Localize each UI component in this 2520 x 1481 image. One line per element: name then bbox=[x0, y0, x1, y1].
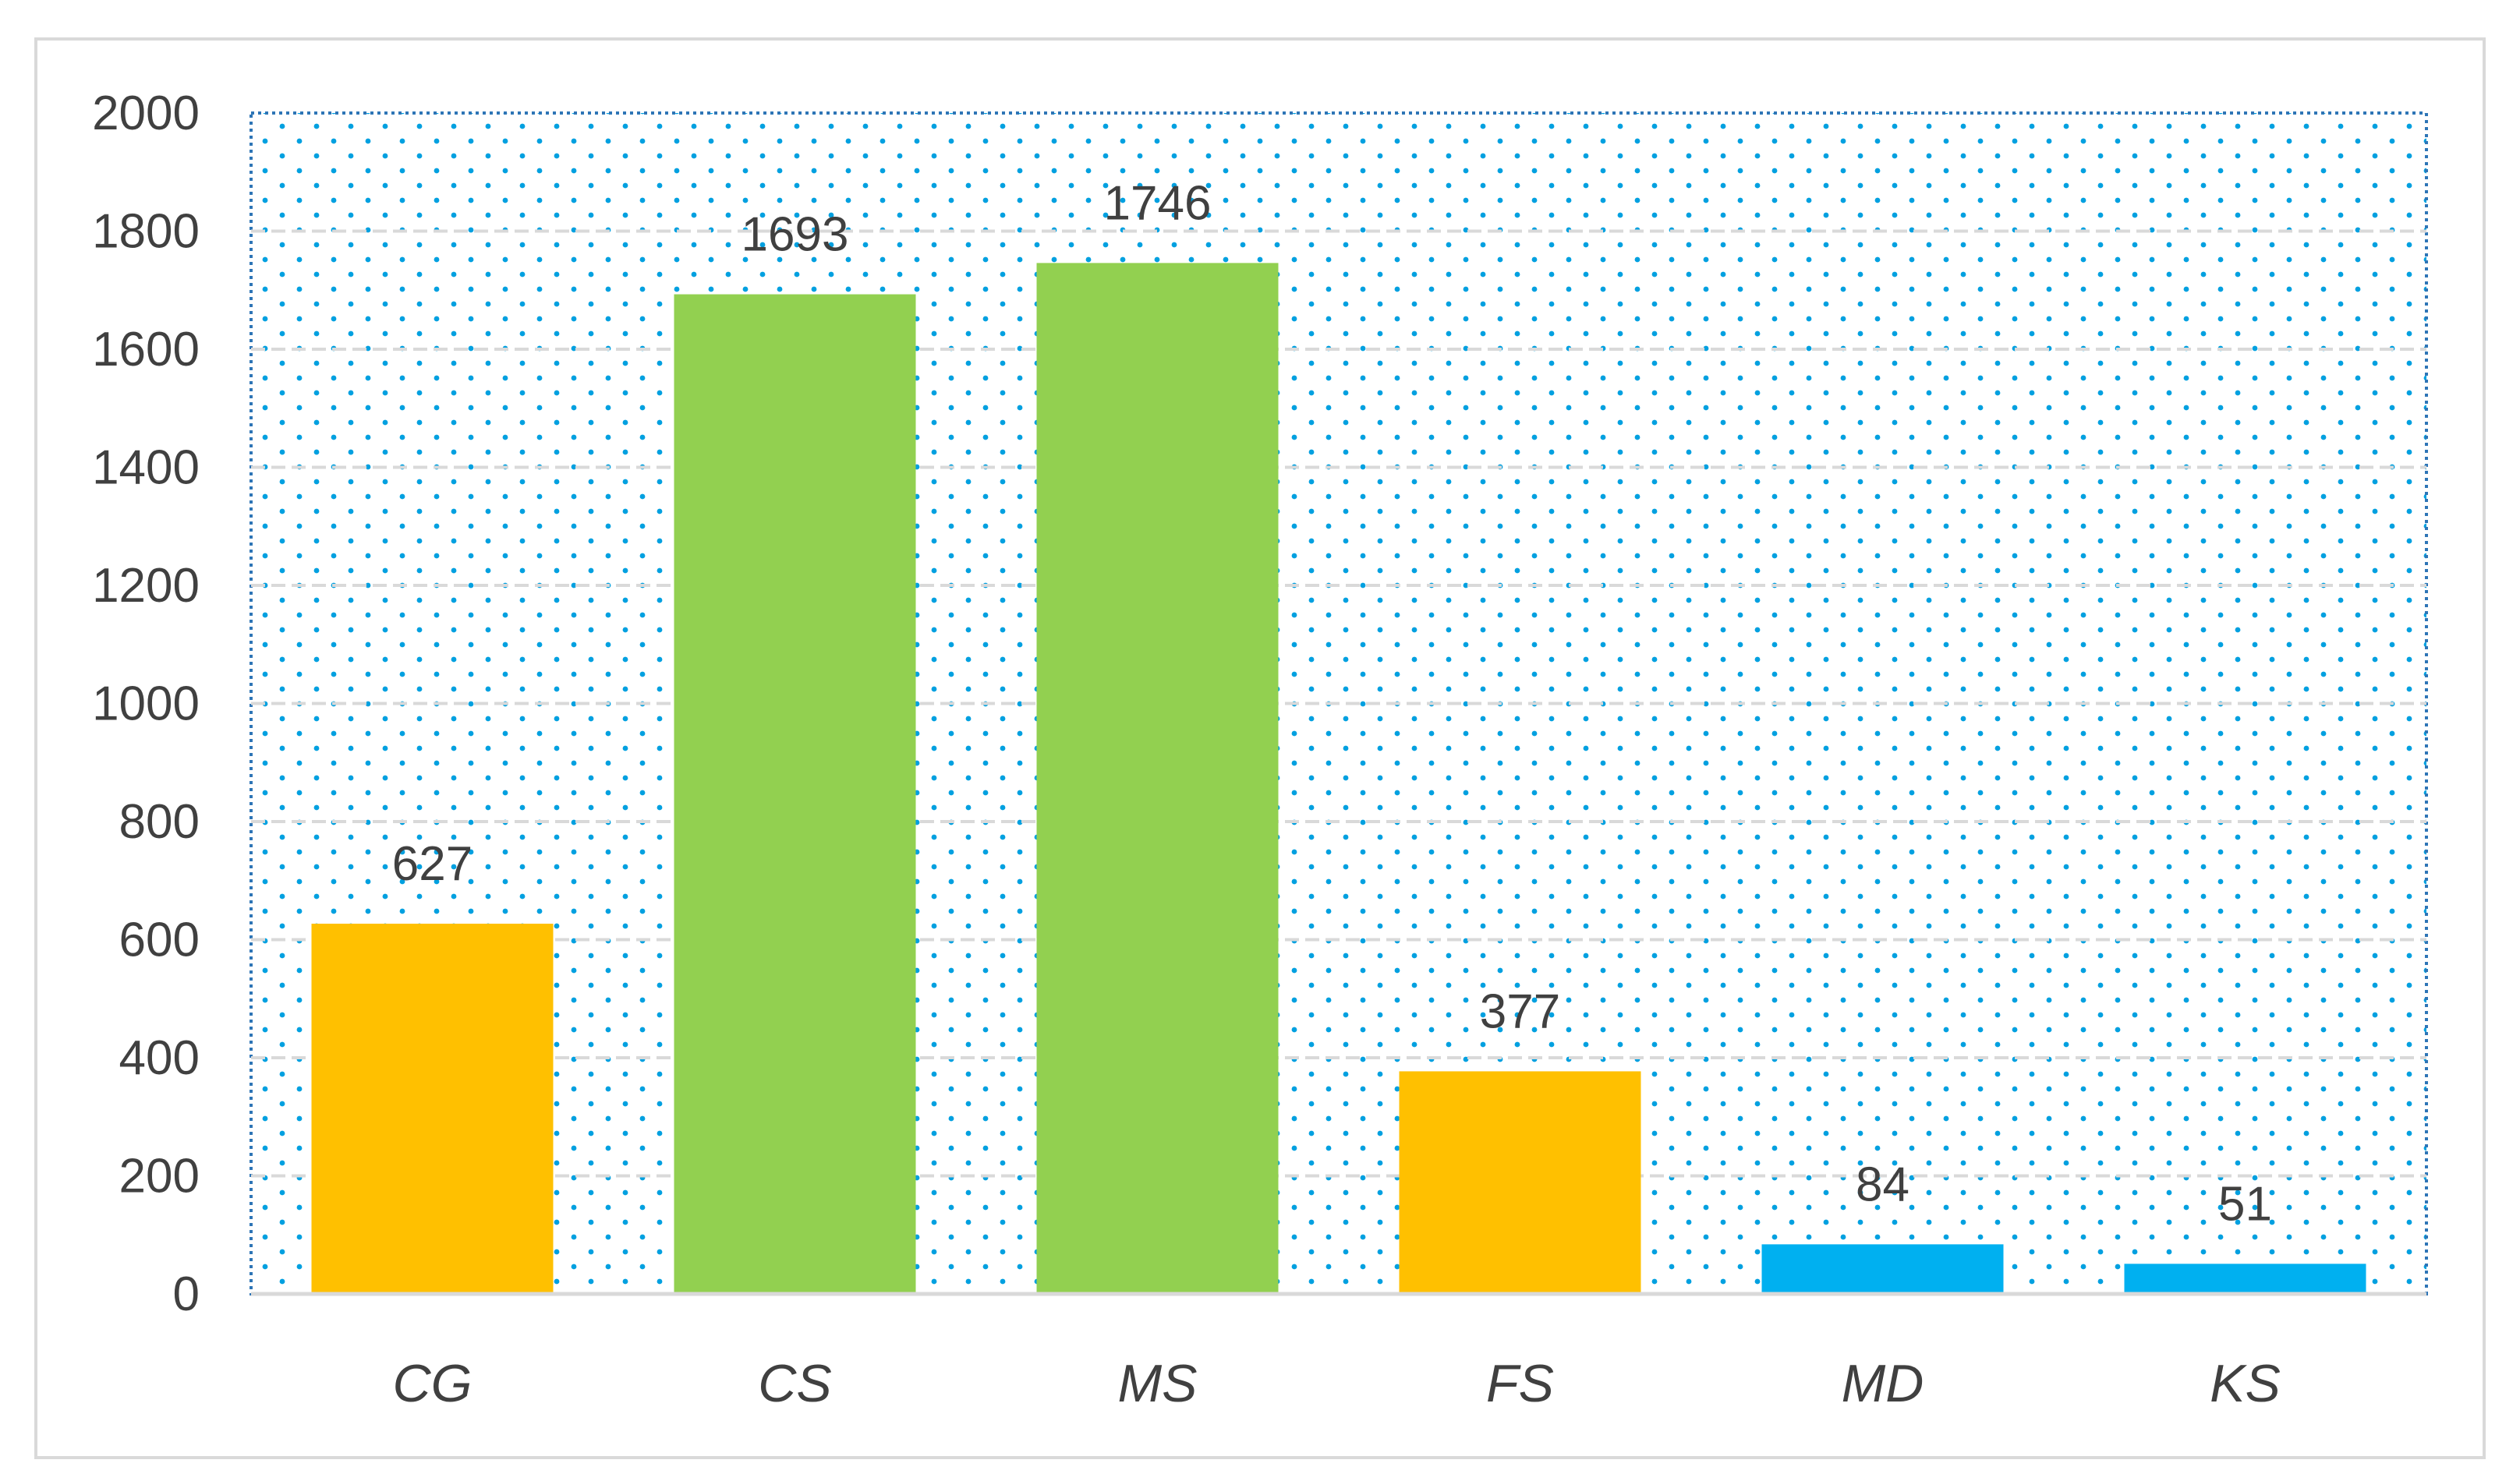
data-label-md: 84 bbox=[1856, 1158, 1909, 1211]
bar-cs bbox=[674, 294, 916, 1294]
x-tick-label-fs: FS bbox=[1486, 1354, 1554, 1413]
data-label-ks: 51 bbox=[2218, 1177, 2272, 1231]
x-tick-label-cs: CS bbox=[758, 1354, 831, 1413]
y-tick-label: 0 bbox=[173, 1267, 200, 1321]
x-tick-label-cg: CG bbox=[393, 1354, 472, 1413]
y-tick-label: 2000 bbox=[92, 87, 200, 140]
bar-fs bbox=[1399, 1071, 1641, 1294]
data-label-ms: 1746 bbox=[1104, 176, 1212, 230]
x-tick-label-md: MD bbox=[1842, 1354, 1924, 1413]
data-label-fs: 377 bbox=[1480, 984, 1560, 1038]
y-tick-label: 1200 bbox=[92, 559, 200, 613]
bar-cg bbox=[311, 924, 554, 1294]
bar-ms bbox=[1036, 263, 1279, 1294]
y-tick-label: 200 bbox=[119, 1150, 200, 1204]
y-tick-label: 400 bbox=[119, 1031, 200, 1085]
x-tick-label-ms: MS bbox=[1118, 1354, 1198, 1413]
y-tick-label: 600 bbox=[119, 914, 200, 967]
bar-md bbox=[1761, 1244, 2004, 1294]
y-tick-label: 1600 bbox=[92, 323, 200, 376]
y-tick-label: 1400 bbox=[92, 441, 200, 495]
y-tick-label: 1000 bbox=[92, 677, 200, 731]
x-tick-label-ks: KS bbox=[2210, 1354, 2281, 1413]
y-tick-label: 800 bbox=[119, 795, 200, 849]
bar-ks bbox=[2124, 1264, 2366, 1294]
y-tick-label: 1800 bbox=[92, 205, 200, 259]
data-label-cs: 1693 bbox=[741, 208, 849, 262]
data-label-cg: 627 bbox=[392, 837, 472, 891]
